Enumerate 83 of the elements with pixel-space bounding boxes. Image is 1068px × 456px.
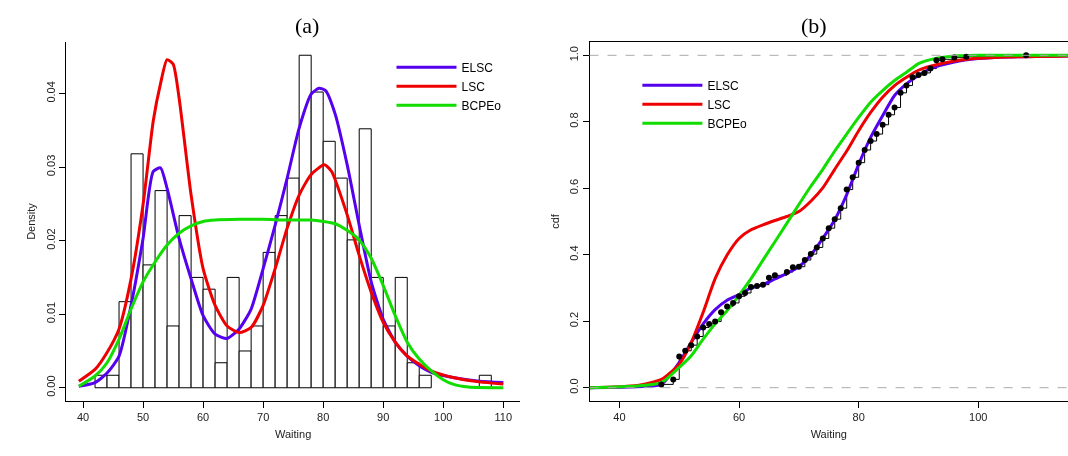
y-tick-label: 0.02 <box>44 228 57 250</box>
point <box>897 89 904 96</box>
x-tick-label: 100 <box>434 411 453 424</box>
point <box>861 147 868 154</box>
legend-label: LSC <box>707 97 732 112</box>
x-tick-label: 60 <box>196 411 210 424</box>
chart-title: (b) <box>801 13 827 38</box>
y-tick-label: 0.03 <box>44 154 57 177</box>
point <box>748 283 755 290</box>
point <box>724 303 731 310</box>
point <box>921 69 928 76</box>
point <box>867 138 874 145</box>
x-tick-label: 80 <box>317 411 330 424</box>
legend-label: BCPEo <box>707 116 748 131</box>
point <box>873 131 880 138</box>
y-tick-label: 0.2 <box>568 311 581 328</box>
point <box>765 274 772 281</box>
point <box>831 216 838 223</box>
chart-title: (a) <box>295 13 320 38</box>
y-tick-label: 0.6 <box>568 178 581 195</box>
point <box>795 263 802 270</box>
point <box>718 309 725 316</box>
point <box>915 71 922 78</box>
point <box>909 74 916 81</box>
point <box>819 235 826 242</box>
point <box>855 159 862 166</box>
x-tick-label: 110 <box>494 411 513 424</box>
y-axis-title: Density <box>25 202 38 240</box>
point <box>837 205 844 212</box>
y-tick-label: 0.4 <box>568 245 581 261</box>
x-tick-label: 80 <box>852 411 865 424</box>
x-tick-label: 50 <box>136 411 150 424</box>
point <box>789 264 796 271</box>
x-tick-label: 40 <box>613 411 626 424</box>
point <box>963 53 970 60</box>
x-axis-title: Waiting <box>275 428 312 441</box>
point <box>891 104 898 111</box>
point <box>730 299 737 306</box>
point <box>849 174 856 181</box>
point <box>670 376 677 383</box>
point <box>736 293 743 300</box>
point <box>813 244 820 251</box>
point <box>754 282 760 289</box>
y-axis-title: cdf <box>548 213 561 229</box>
legend-label: ELSC <box>461 60 494 75</box>
x-tick-label: 40 <box>76 411 90 424</box>
legend-label: BCPEo <box>461 98 502 113</box>
point <box>771 272 778 279</box>
point <box>807 251 814 258</box>
x-tick-label: 100 <box>969 411 988 424</box>
point <box>933 57 940 64</box>
point <box>939 56 946 63</box>
point <box>700 324 707 331</box>
point <box>927 65 934 72</box>
y-tick-label: 0.8 <box>568 112 581 128</box>
point <box>706 320 713 327</box>
y-tick-label: 0.00 <box>44 375 57 397</box>
point <box>759 281 766 288</box>
point <box>903 82 910 89</box>
x-tick-label: 60 <box>732 411 746 424</box>
point <box>879 121 886 128</box>
point <box>694 333 701 340</box>
line-series <box>77 217 505 390</box>
point <box>783 269 790 276</box>
legend-label: LSC <box>461 79 486 94</box>
point <box>676 353 683 360</box>
y-tick-label: 1.0 <box>568 46 581 62</box>
point <box>682 347 689 354</box>
point <box>801 257 808 264</box>
y-tick-label: 0.01 <box>44 301 57 324</box>
x-tick-label: 90 <box>377 411 390 424</box>
point <box>688 342 695 349</box>
point <box>742 289 749 296</box>
y-tick-label: 0.04 <box>44 81 57 103</box>
legend-label: ELSC <box>707 78 740 93</box>
point <box>843 186 850 193</box>
point <box>825 225 832 232</box>
x-tick-label: 70 <box>257 411 270 424</box>
y-tick-label: 0.0 <box>568 378 581 394</box>
point <box>658 381 665 388</box>
x-axis-title: Waiting <box>810 428 847 441</box>
point <box>712 318 719 325</box>
point <box>885 111 892 118</box>
